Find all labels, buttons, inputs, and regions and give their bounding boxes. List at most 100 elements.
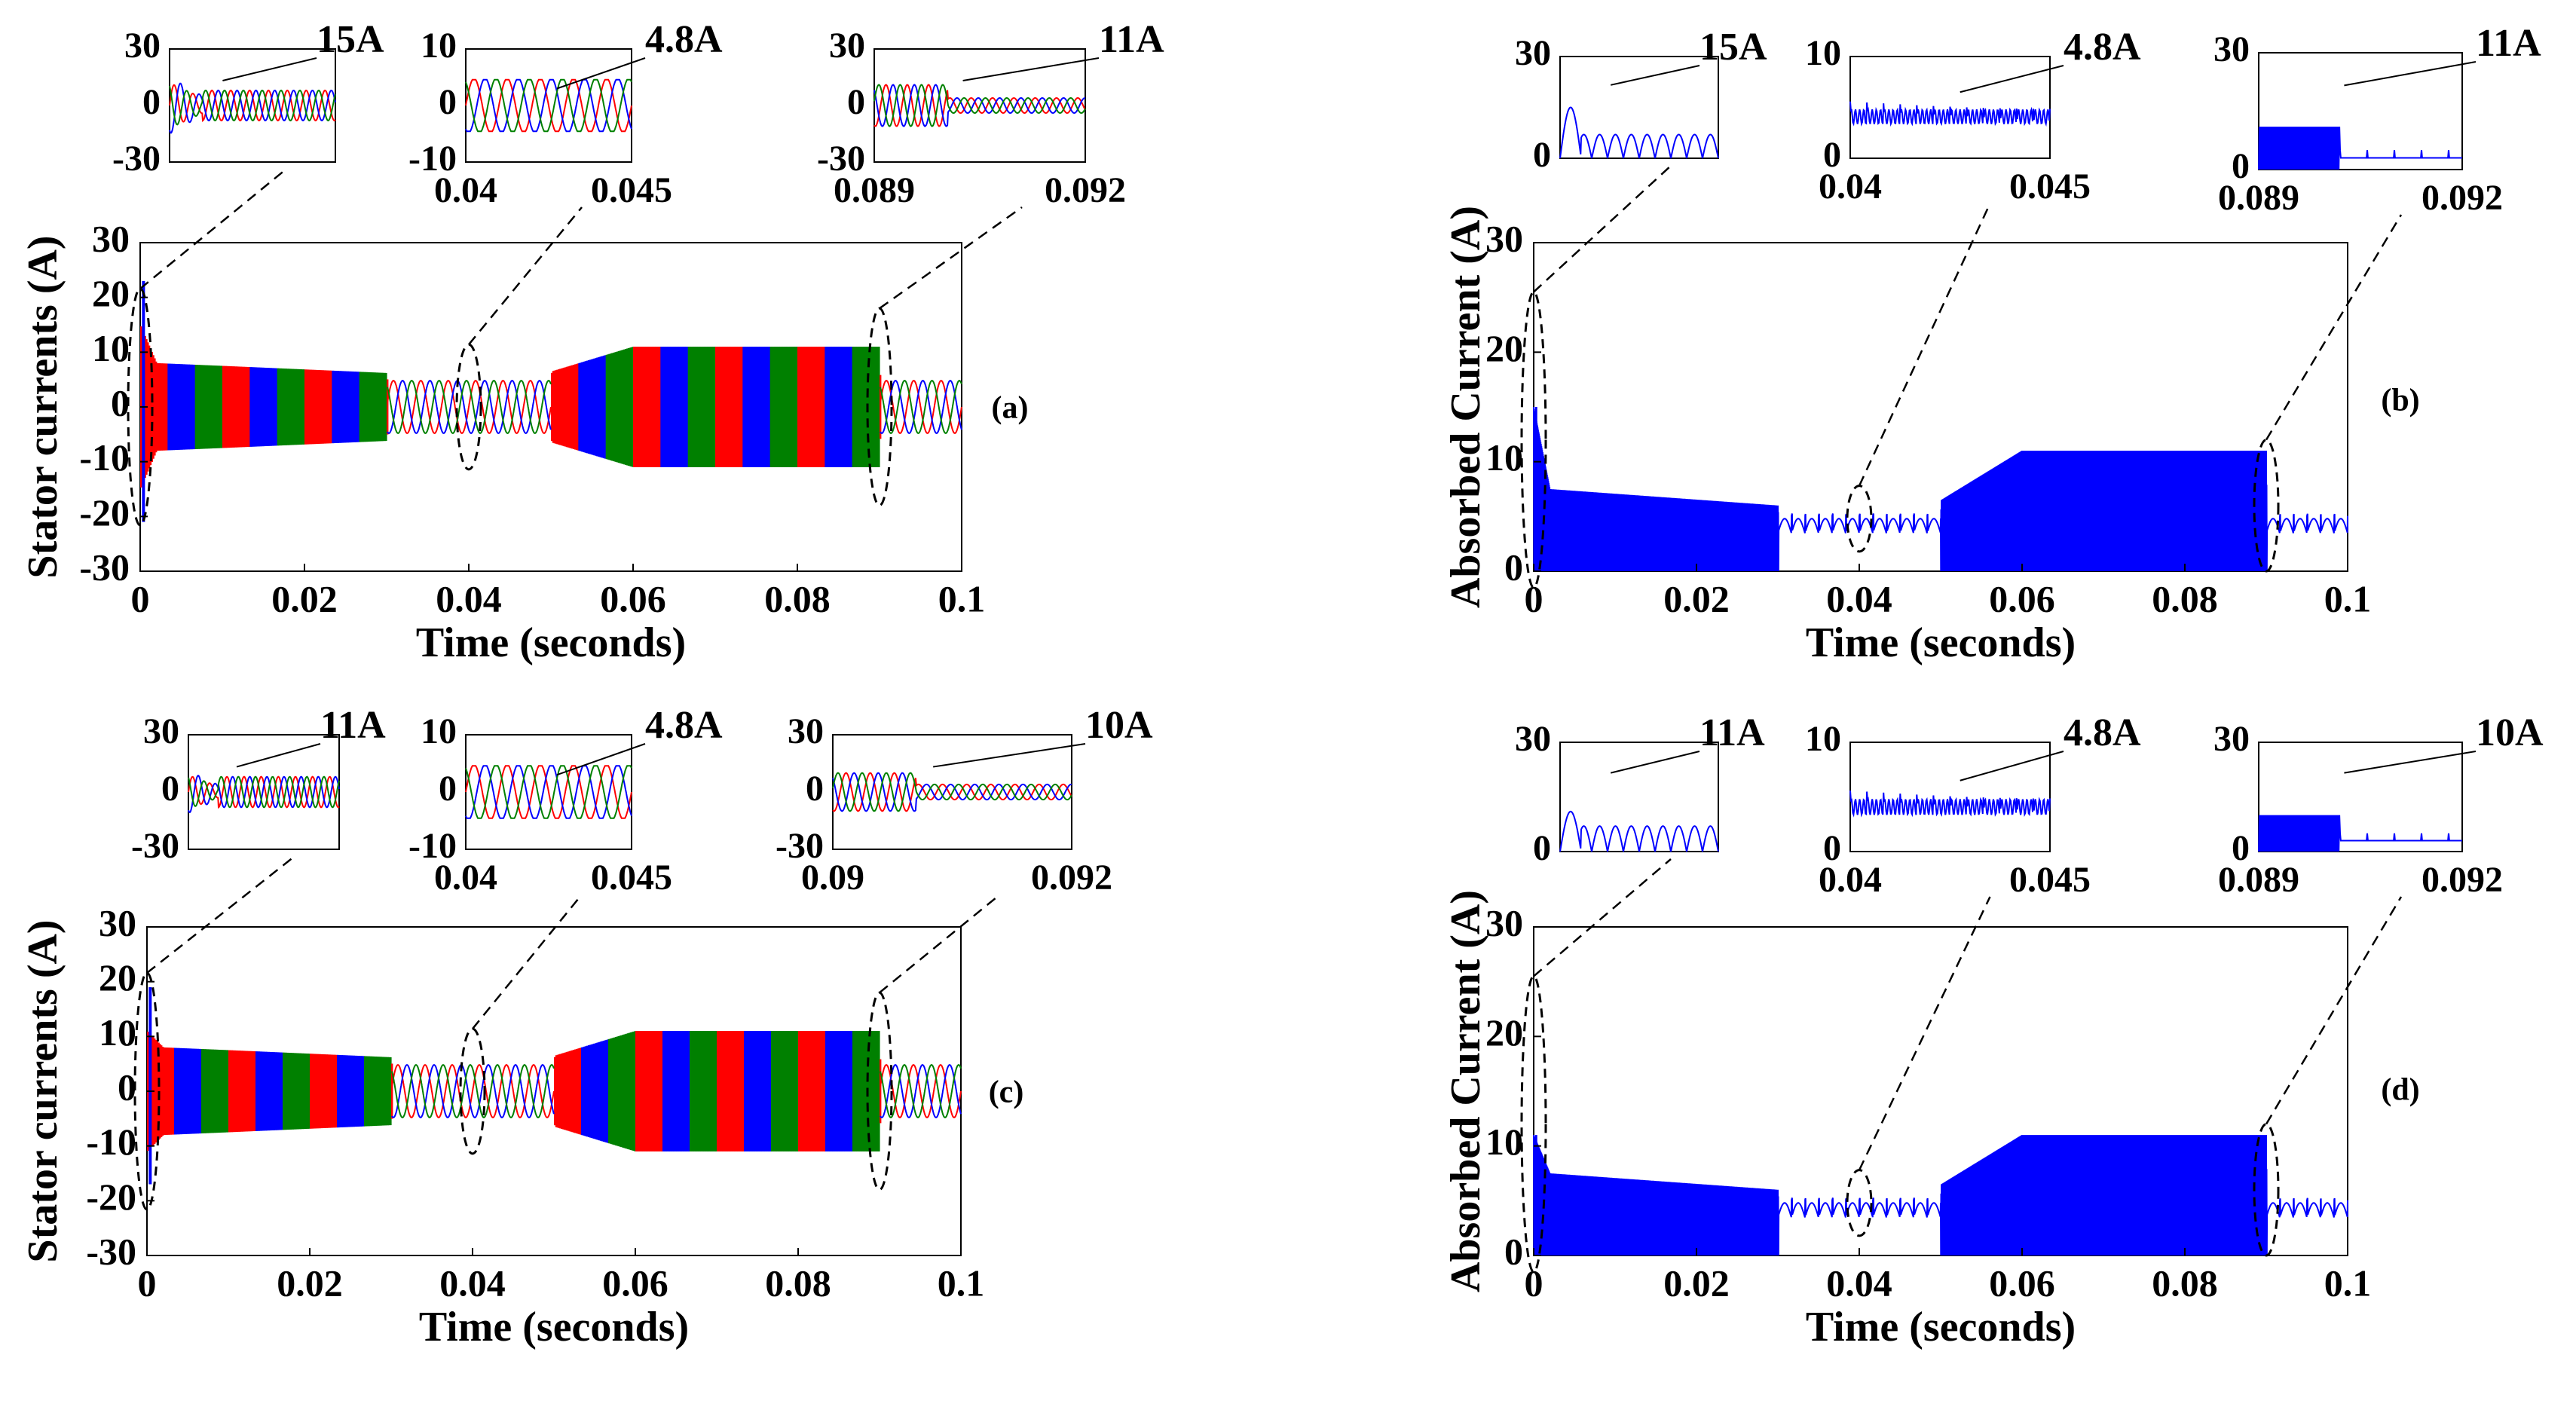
waveform-band: [694, 347, 697, 467]
waveform-band: [662, 347, 665, 467]
waveform-band: [821, 1031, 823, 1151]
waveform-band: [595, 358, 597, 456]
x-tick-label: 0.02: [1663, 577, 1730, 619]
waveform-band: [200, 1048, 202, 1134]
waveform-band: [563, 367, 565, 447]
waveform-band: [571, 1050, 574, 1133]
waveform-band: [251, 1051, 253, 1132]
inset-y-tick-label: 10: [1805, 719, 1841, 759]
waveform-band: [307, 369, 310, 445]
waveform-band: [218, 365, 220, 448]
waveform-band: [206, 365, 208, 449]
waveform-band: [814, 1031, 816, 1151]
waveform-band: [742, 347, 745, 467]
waveform-band: [668, 347, 671, 467]
waveform-band: [600, 1041, 602, 1141]
waveform-band: [601, 356, 604, 458]
y-tick-label: 10: [1485, 1121, 1523, 1163]
waveform-band: [364, 372, 367, 442]
inset-callout-arrow: [556, 57, 646, 90]
waveform-band: [748, 1031, 750, 1151]
series-2-line: [880, 1064, 962, 1118]
inset-callout-arrow: [556, 743, 646, 776]
waveform-band: [349, 1055, 351, 1127]
waveform-band: [767, 347, 769, 467]
waveform-band: [369, 1056, 372, 1127]
waveform-band: [785, 1031, 787, 1151]
waveform-band: [820, 347, 823, 467]
waveform-band: [344, 1055, 347, 1127]
x-axis-label: Time (seconds): [1806, 1304, 2076, 1350]
waveform-band: [303, 1053, 305, 1130]
waveform-band: [688, 1031, 690, 1151]
waveform-band: [357, 372, 360, 442]
waveform-band: [682, 347, 684, 467]
waveform-band: [761, 347, 764, 467]
waveform-band: [719, 1031, 721, 1151]
waveform-band: [840, 1031, 843, 1151]
waveform-band: [300, 1053, 302, 1130]
waveform-band: [167, 1047, 170, 1135]
waveform-band: [787, 1031, 789, 1151]
waveform-band: [672, 347, 675, 467]
y-tick-label: 20: [99, 956, 136, 999]
waveform-band: [348, 371, 350, 443]
waveform-band: [722, 1031, 724, 1151]
waveform-band: [880, 375, 882, 439]
waveform-band: [568, 1051, 571, 1132]
waveform-band: [653, 1031, 655, 1151]
waveform-band: [168, 1047, 171, 1135]
waveform-band: [220, 1050, 222, 1133]
waveform-band: [837, 1031, 840, 1151]
waveform-band: [760, 1031, 762, 1151]
waveform-band: [818, 347, 820, 467]
inset-y-tick-label: 30: [143, 711, 179, 751]
waveform-band: [739, 1031, 742, 1151]
waveform-band: [826, 1031, 829, 1151]
waveform-band: [656, 1031, 659, 1151]
x-tick-label: 0.1: [2324, 577, 2372, 619]
waveform-band: [193, 364, 196, 450]
waveform-band: [703, 1031, 705, 1151]
waveform-band: [800, 347, 803, 467]
waveform-band: [634, 347, 637, 467]
waveform-band: [709, 347, 712, 467]
waveform-band: [610, 1038, 613, 1145]
waveform-band: [810, 1031, 812, 1151]
zoom-ellipse: [1520, 290, 1547, 589]
waveform-band: [243, 366, 245, 448]
waveform-band: [863, 347, 865, 467]
waveform-band: [575, 363, 578, 451]
inset-x-tick-label: 0.045: [2009, 167, 2091, 206]
waveform-band: [163, 363, 166, 451]
waveform-band: [255, 367, 258, 447]
waveform-band: [589, 359, 592, 454]
inset-series-2-line: [465, 78, 632, 133]
waveform-band: [796, 347, 798, 467]
waveform-band: [342, 1055, 344, 1127]
waveform-band: [620, 1035, 623, 1148]
waveform-band: [277, 1052, 280, 1130]
waveform-band: [766, 1031, 769, 1151]
waveform-band: [568, 365, 571, 448]
inset-absorbed-line: [1559, 106, 1719, 159]
waveform-band: [582, 362, 585, 452]
y-tick-label: -30: [79, 546, 130, 588]
waveform-band: [210, 1049, 213, 1133]
waveform-band: [580, 362, 582, 451]
waveform-band: [592, 359, 594, 455]
waveform-band: [860, 347, 862, 467]
waveform-band: [785, 1031, 788, 1151]
waveform-band: [657, 347, 660, 467]
waveform-band: [551, 372, 553, 442]
waveform-band: [580, 362, 583, 452]
waveform-band: [681, 347, 683, 467]
waveform-band: [252, 367, 255, 447]
waveform-band: [315, 1054, 317, 1129]
waveform-band: [834, 347, 837, 467]
waveform-band: [833, 1031, 836, 1151]
waveform-band: [267, 368, 270, 446]
waveform-band: [196, 365, 198, 449]
zoom-connector: [139, 169, 286, 290]
waveform-band: [731, 1031, 734, 1151]
